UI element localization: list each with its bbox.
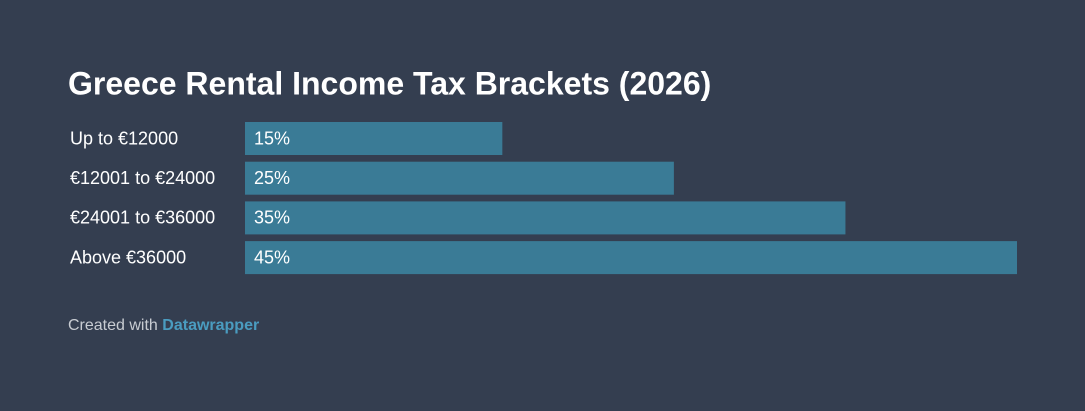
bar — [245, 122, 503, 155]
bar — [245, 161, 674, 195]
value-label: 25% — [254, 168, 290, 188]
bar — [245, 241, 1017, 275]
credit-source[interactable]: Datawrapper — [162, 317, 259, 334]
chart-title: Greece Rental Income Tax Brackets (2026) — [68, 65, 711, 101]
credit-prefix: Created with — [68, 317, 158, 334]
category-label: Up to €12000 — [70, 128, 178, 148]
category-label: €24001 to €36000 — [70, 208, 215, 228]
bar — [245, 201, 846, 235]
value-label: 45% — [254, 247, 290, 267]
value-label: 15% — [254, 128, 290, 148]
category-label: €12001 to €24000 — [70, 168, 215, 188]
category-label: Above €36000 — [70, 247, 186, 267]
credit: Created with Datawrapper — [68, 317, 259, 334]
value-label: 35% — [254, 208, 290, 228]
